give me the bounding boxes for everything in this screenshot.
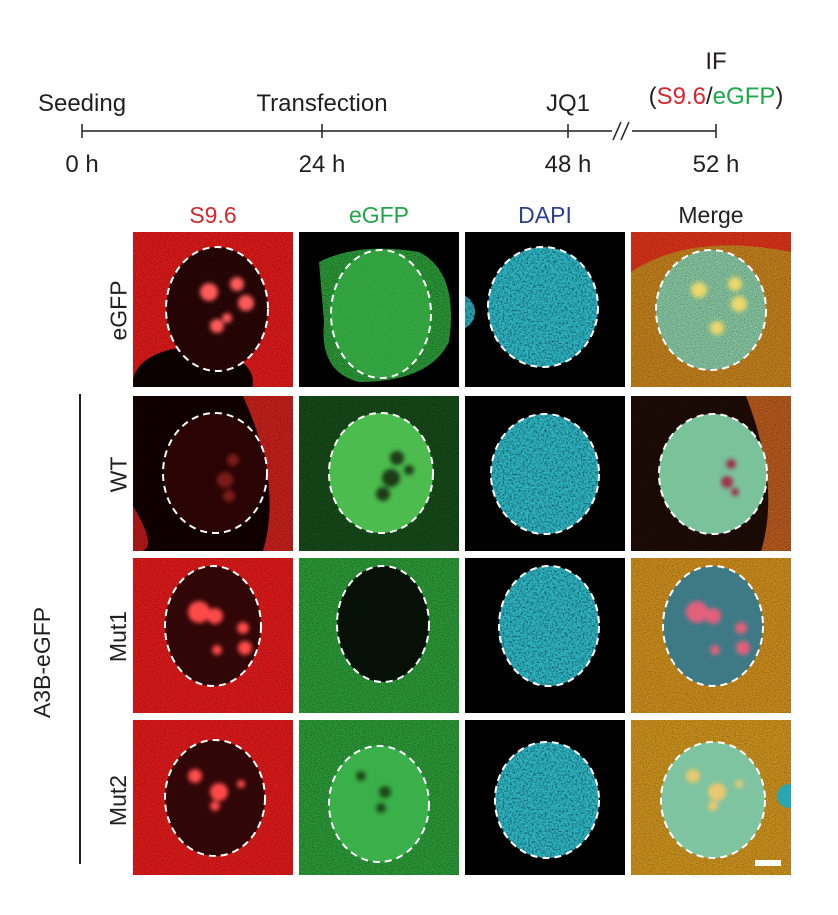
micrograph-mut2-s96 bbox=[133, 720, 293, 875]
paren-open: ( bbox=[648, 83, 657, 110]
column-header-egfp: eGFP bbox=[348, 202, 410, 228]
group-label-a3b-egfp: A3B-eGFP bbox=[28, 562, 58, 762]
timeline-event-label-if-markers: (S9.6/eGFP) bbox=[649, 83, 784, 111]
timeline-time-label: 52 h bbox=[692, 151, 740, 178]
micrograph-wt-merge bbox=[631, 396, 791, 551]
column-header-s96: S9.6 bbox=[189, 202, 237, 228]
row-label-wt: WT bbox=[104, 394, 134, 554]
micrograph-wt-s96 bbox=[133, 396, 293, 551]
micrograph-egfp-s96 bbox=[133, 232, 293, 387]
micrograph-mut2-dapi bbox=[465, 720, 625, 875]
group-label-text: A3B-eGFP bbox=[29, 606, 56, 718]
axis-break-mark bbox=[612, 121, 622, 141]
row-label-text: WT bbox=[105, 456, 132, 492]
row-label-text: Mut2 bbox=[105, 774, 132, 826]
timeline-event-label: IF bbox=[705, 48, 727, 75]
micrograph-mut2-egfp bbox=[299, 720, 459, 875]
timeline-event-label: Transfection bbox=[256, 90, 388, 117]
micrograph-mut2-merge bbox=[631, 720, 791, 875]
micrograph-wt-dapi bbox=[465, 396, 625, 551]
row-label-text: eGFP bbox=[105, 279, 132, 341]
micrograph-mut1-dapi bbox=[465, 558, 625, 713]
micrograph-wt-egfp bbox=[299, 396, 459, 551]
column-header-dapi: DAPI bbox=[518, 202, 572, 228]
paren-close: ) bbox=[775, 83, 784, 110]
micrograph-egfp-dapi bbox=[465, 232, 625, 387]
timeline-event-label: Seeding bbox=[37, 90, 127, 117]
timeline-time-label: 0 h bbox=[65, 151, 99, 178]
s96-marker-text: S9.6 bbox=[656, 83, 707, 110]
row-label-egfp: eGFP bbox=[104, 230, 134, 390]
micrograph-mut1-merge bbox=[631, 558, 791, 713]
axis-break-mark bbox=[620, 121, 630, 141]
group-bracket bbox=[79, 394, 81, 864]
scale-bar bbox=[755, 860, 781, 866]
column-header-merge: Merge bbox=[678, 202, 744, 228]
row-label-text: Mut1 bbox=[105, 610, 132, 662]
egfp-marker-text: eGFP bbox=[712, 83, 776, 110]
timeline-event-label: JQ1 bbox=[545, 90, 591, 117]
timeline-time-label: 24 h bbox=[298, 151, 346, 178]
micrograph-egfp-egfp bbox=[299, 232, 459, 387]
timeline-axis bbox=[81, 121, 717, 141]
micrograph-mut1-s96 bbox=[133, 558, 293, 713]
timeline-time-label: 48 h bbox=[544, 151, 592, 178]
row-label-mut1: Mut1 bbox=[104, 556, 134, 716]
micrograph-mut1-egfp bbox=[299, 558, 459, 713]
row-label-mut2: Mut2 bbox=[104, 720, 134, 880]
slash: / bbox=[706, 83, 713, 110]
micrograph-egfp-merge bbox=[631, 232, 791, 387]
